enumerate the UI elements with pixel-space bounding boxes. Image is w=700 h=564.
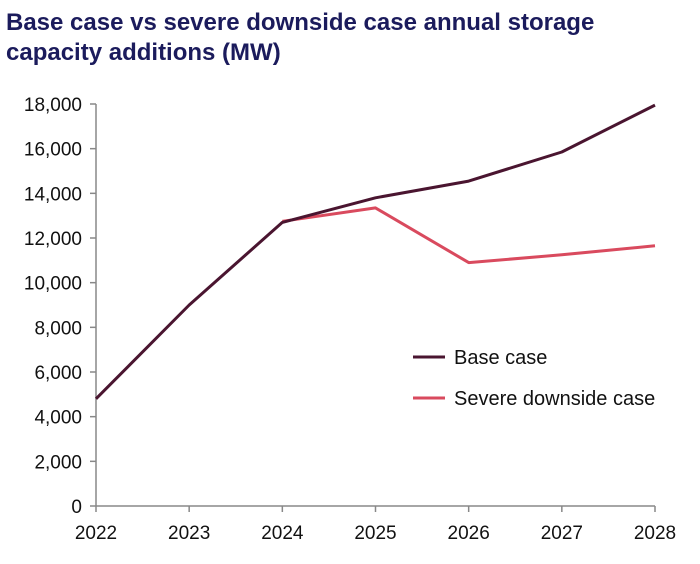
y-tick-label: 10,000 <box>24 274 82 295</box>
y-tick-label: 6,000 <box>34 363 82 384</box>
legend-severe-downside-case-label: Severe downside case <box>454 388 655 410</box>
x-tick-label: 2028 <box>634 523 676 544</box>
x-tick-label: 2026 <box>448 523 490 544</box>
y-tick-label: 14,000 <box>24 184 82 205</box>
legend: Base case Severe downside case <box>413 347 655 410</box>
y-tick-label: 2,000 <box>34 452 82 473</box>
severe-downside-case-line <box>282 206 656 265</box>
x-axis-ticks: 2022 2023 2024 2025 2026 2027 2028 <box>75 506 676 544</box>
x-tick-label: 2022 <box>75 523 117 544</box>
base-case-line <box>94 103 656 400</box>
y-tick-label: 8,000 <box>34 318 82 339</box>
y-tick-label: 12,000 <box>24 229 82 250</box>
x-tick-label: 2027 <box>541 523 583 544</box>
x-tick-label: 2023 <box>168 523 210 544</box>
axes <box>95 104 655 507</box>
chart-title: Base case vs severe downside case annual… <box>6 9 595 66</box>
y-tick-label: 4,000 <box>34 408 82 429</box>
y-tick-label: 0 <box>71 497 82 518</box>
x-tick-label: 2025 <box>354 523 396 544</box>
y-tick-label: 16,000 <box>24 140 82 161</box>
legend-base-case-label: Base case <box>454 347 547 369</box>
series-lines <box>94 103 656 400</box>
y-axis-ticks: 0 2,000 4,000 6,000 8,000 10,000 12,000 14,000 1… <box>24 95 96 518</box>
y-tick-label: 18,000 <box>24 95 82 116</box>
x-tick-label: 2024 <box>261 523 304 544</box>
